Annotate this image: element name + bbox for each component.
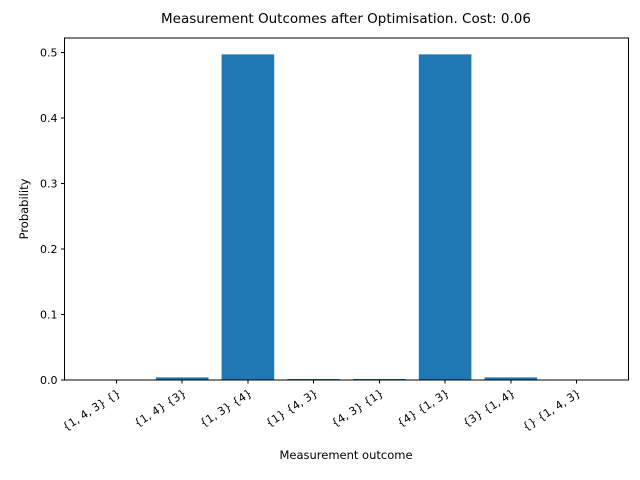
y-tick-label: 0.0 [40,374,58,387]
x-tick-label: {1, 4} {3} [132,387,189,430]
y-tick-label: 0.2 [40,243,58,256]
bar [155,377,209,380]
chart-title: Measurement Outcomes after Optimisation.… [161,11,531,27]
y-tick-label: 0.3 [40,177,58,190]
bar [221,54,275,381]
x-axis-label: Measurement outcome [279,448,413,462]
y-tick-label: 0.4 [40,112,58,125]
bar [418,54,472,381]
y-tick-label: 0.1 [40,308,58,321]
y-tick-label: 0.5 [40,46,58,59]
plot-border [64,37,629,381]
x-tick-label: {1} {4, 3} [263,387,320,430]
bar [484,377,538,380]
x-tick-label: {4} {1, 3} [395,387,452,430]
x-tick-label: {4, 3} {1} [329,387,386,430]
x-tick-label: {} {1, 4, 3} [520,387,583,434]
x-tick-label: {3} {1, 4} [461,387,518,430]
x-tick-label: {1, 4, 3} {} [60,387,123,434]
x-tick-label: {1, 3} {4} [198,387,255,430]
y-axis-label: Probability [17,178,31,240]
